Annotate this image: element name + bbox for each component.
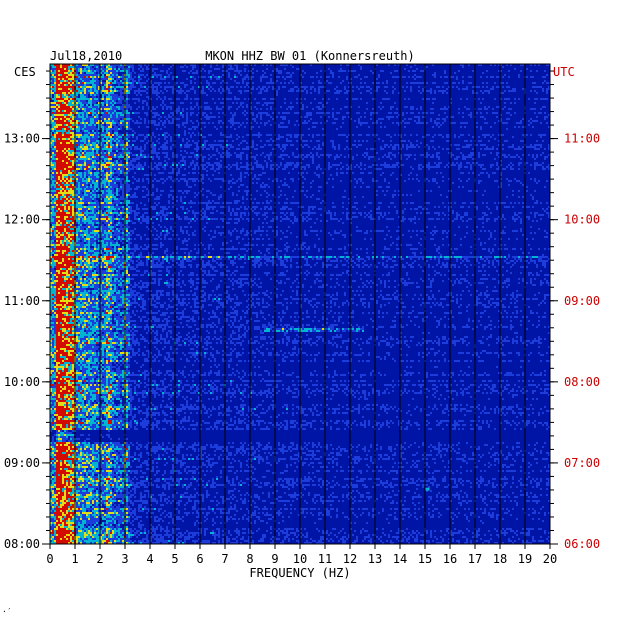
x-tick-label: 15 — [418, 552, 432, 566]
x-tick-label: 16 — [443, 552, 457, 566]
left-tick-label: 09:00 — [4, 456, 40, 470]
right-tick-label: 10:00 — [564, 213, 600, 227]
x-axis-title: FREQUENCY (HZ) — [249, 566, 350, 580]
x-tick-label: 7 — [221, 552, 228, 566]
right-axis-label: UTC — [553, 65, 575, 79]
x-tick-label: 4 — [146, 552, 153, 566]
x-tick-label: 19 — [518, 552, 532, 566]
chart-title: MKON HHZ BW 01 (Konnersreuth) — [205, 49, 415, 63]
x-tick-label: 20 — [543, 552, 557, 566]
x-tick-label: 0 — [46, 552, 53, 566]
right-tick-label: 11:00 — [564, 132, 600, 146]
right-time-axis: 11:00 10:00 09:00 08:00 07:00 06:00 — [550, 132, 600, 551]
x-tick-label: 13 — [368, 552, 382, 566]
x-tick-label: 1 — [71, 552, 78, 566]
left-axis-label: CES — [14, 65, 36, 79]
right-tick-label: 07:00 — [564, 456, 600, 470]
x-tick-label: 17 — [468, 552, 482, 566]
left-tick-label: 13:00 — [4, 132, 40, 146]
left-tick-label: 12:00 — [4, 213, 40, 227]
right-tick-label: 09:00 — [564, 294, 600, 308]
right-tick-label: 08:00 — [564, 375, 600, 389]
x-tick-label: 8 — [246, 552, 253, 566]
x-tick-label: 12 — [343, 552, 357, 566]
x-tick-label: 9 — [271, 552, 278, 566]
x-tick-label: 5 — [171, 552, 178, 566]
x-tick-label: 3 — [121, 552, 128, 566]
chart-date: Jul18,2010 — [50, 49, 122, 63]
event-blip — [426, 488, 430, 491]
x-tick-label: 11 — [318, 552, 332, 566]
footer-mark: ·′ — [2, 607, 12, 616]
x-tick-label: 6 — [196, 552, 203, 566]
x-tick-label: 14 — [393, 552, 407, 566]
x-tick-label: 2 — [96, 552, 103, 566]
right-tick-label: 06:00 — [564, 537, 600, 551]
left-tick-label: 08:00 — [4, 537, 40, 551]
left-tick-label: 10:00 — [4, 375, 40, 389]
left-tick-label: 11:00 — [4, 294, 40, 308]
x-tick-label: 18 — [493, 552, 507, 566]
x-tick-label: 10 — [293, 552, 307, 566]
